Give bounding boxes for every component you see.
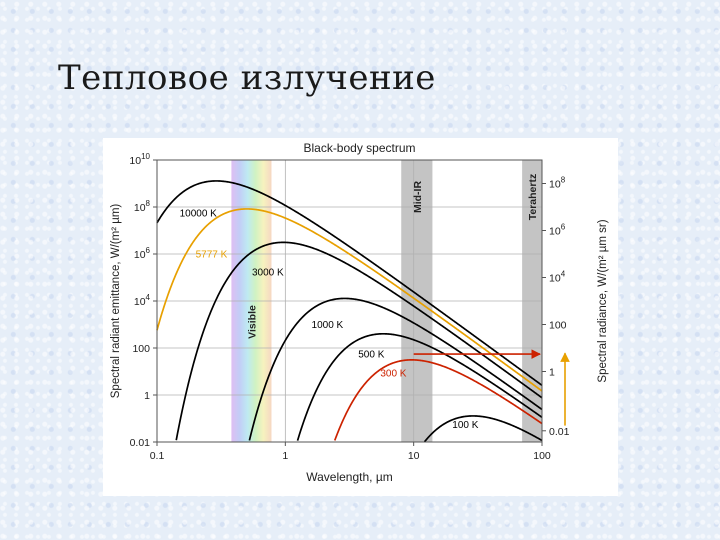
series-label-6: 100 K <box>452 420 478 431</box>
y-tick-label-left: 1010 <box>129 152 150 167</box>
series-line-3 <box>248 297 543 441</box>
x-tick-label: 100 <box>533 450 551 462</box>
y-tick-label-right: 106 <box>549 223 566 238</box>
series-label-4: 500 K <box>358 349 384 360</box>
y-tick-label-left: 0.01 <box>130 437 151 449</box>
y-tick-label-right: 104 <box>549 270 566 285</box>
series-line-6 <box>423 415 543 443</box>
y-tick-label-left: 108 <box>134 199 151 214</box>
x-axis-label: Wavelength, µm <box>306 470 393 484</box>
x-tick-label: 0.1 <box>150 450 165 462</box>
y-axis-label-right: Spectral radiance, W/(m² µm sr) <box>597 219 609 382</box>
black-body-chart: 0.1 1 10 100 1010 108 106 104 100 1 0.01 108 106 104 1… <box>110 141 609 484</box>
series-label-2: 3000 K <box>252 268 284 279</box>
series-line-0 <box>156 180 543 387</box>
chart-title: Black-body spectrum <box>303 141 415 155</box>
band-label-2: Terahertz <box>527 174 539 221</box>
y-tick-label-left: 1 <box>144 390 150 402</box>
y-tick-label-right: 100 <box>549 320 567 332</box>
series-label-5: 300 K <box>380 369 406 380</box>
slide-title: Тепловое излучение <box>58 58 436 98</box>
series-line-4 <box>296 332 543 441</box>
series-label-1: 5777 K <box>196 250 228 261</box>
y-tick-label-right: 1 <box>549 367 555 379</box>
series-line-5 <box>333 359 543 441</box>
series-label-0: 10000 K <box>180 208 218 219</box>
y-tick-label-right: 108 <box>549 176 566 191</box>
band-label-1: Mid-IR <box>412 181 424 213</box>
y-axis-label-left: Spectral radiant emittance, W/(m² µm) <box>110 204 122 399</box>
y-tick-label-left: 106 <box>134 246 151 261</box>
x-tick-label: 1 <box>282 450 288 462</box>
chart-panel: 0.1 1 10 100 1010 108 106 104 100 1 0.01 108 106 104 1… <box>103 138 618 496</box>
series-label-3: 1000 K <box>312 320 344 331</box>
band-label-0: Visible <box>246 305 258 339</box>
y-tick-label-left: 100 <box>132 343 150 355</box>
y-tick-label-right: 0.01 <box>549 426 570 438</box>
y-tick-label-left: 104 <box>134 293 151 308</box>
series-line-1 <box>156 208 543 392</box>
x-tick-label: 10 <box>408 450 420 462</box>
